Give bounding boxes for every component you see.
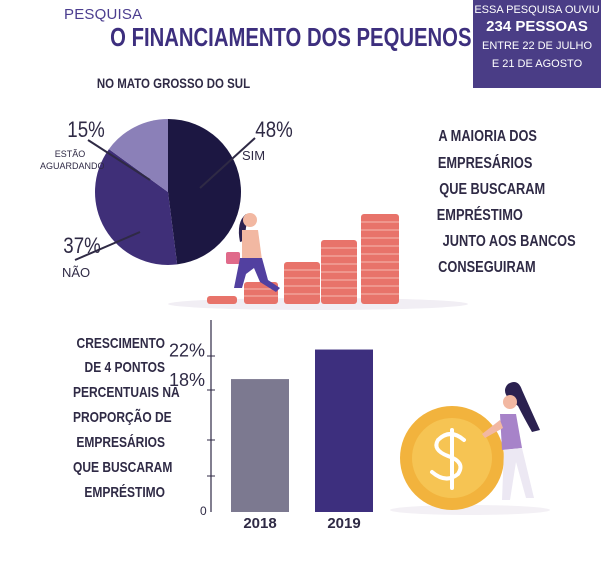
nao-percent: 37% xyxy=(63,233,101,258)
pie-subtitle: NO MATO GROSSO DO SUL xyxy=(96,75,251,91)
sim-leader xyxy=(199,137,256,189)
x-tick-label-2019: 2019 xyxy=(327,515,360,532)
y-zero-label: 0 xyxy=(200,504,207,518)
left-text-line: DE 4 PONTOS xyxy=(84,359,165,376)
right-text-line: A MAIORIA DOS xyxy=(438,128,537,145)
value-label-2019: 22% xyxy=(169,341,205,361)
nao-leader xyxy=(74,231,141,261)
sim-label: SIM xyxy=(242,148,266,163)
climbing-woman-illustration xyxy=(226,213,280,292)
left-text-line: CRESCIMENTO xyxy=(76,335,165,352)
woman-pushing-coin-illustration xyxy=(390,382,550,515)
x-tick-label-2018: 2018 xyxy=(243,515,276,532)
left-text-line: EMPRÉSTIMO xyxy=(84,484,165,501)
nao-label: NÃO xyxy=(62,265,91,280)
aguardando-leader xyxy=(87,139,151,181)
left-text-line: PERCENTUAIS NA xyxy=(73,384,180,401)
right-text-line: CONSEGUIRAM xyxy=(438,259,536,276)
info-line-3: ENTRE 22 DE JULHO xyxy=(481,40,593,52)
info-line-4: E 21 DE AGOSTO xyxy=(491,58,583,70)
left-text-line: PROPORÇÃO DE xyxy=(73,409,172,426)
pie-slice-sim xyxy=(168,119,242,265)
pie-chart xyxy=(95,119,242,265)
pie-slice-n-o xyxy=(95,149,178,265)
bar-2018 xyxy=(231,379,289,512)
left-text-line: QUE BUSCARAM xyxy=(73,459,173,476)
coin-stacks-illustration xyxy=(168,214,468,310)
info-line-2: 234 PESSOAS xyxy=(486,18,588,35)
aguardando-label-line-2: AGUARDANDO xyxy=(40,161,105,171)
info-line-1: ESSA PESQUISA OUVIU xyxy=(474,4,600,16)
header-kicker: PESQUISA xyxy=(64,6,143,23)
right-text-line: QUE BUSCARAM xyxy=(439,181,546,198)
bar-2019 xyxy=(315,349,373,512)
aguardando-percent: 15% xyxy=(67,117,105,142)
bar-chart: 0 2018 18% 2019 22% xyxy=(169,320,373,532)
right-text-line: JUNTO AOS BANCOS xyxy=(442,233,576,250)
pie-slice-est-o-aguardando xyxy=(108,119,168,192)
sim-percent: 48% xyxy=(255,117,293,142)
left-text-line: EMPRESÁRIOS xyxy=(76,434,165,451)
right-text-line: EMPRESÁRIOS xyxy=(437,155,533,172)
aguardando-label: ESTÃO AGUARDANDO xyxy=(40,148,105,172)
aguardando-label-line-1: ESTÃO xyxy=(54,149,86,159)
right-text-line: EMPRÉSTIMO xyxy=(436,207,523,224)
info-box: ESSA PESQUISA OUVIU 234 PESSOAS ENTRE 22… xyxy=(473,0,601,88)
value-label-2018: 18% xyxy=(169,370,205,390)
